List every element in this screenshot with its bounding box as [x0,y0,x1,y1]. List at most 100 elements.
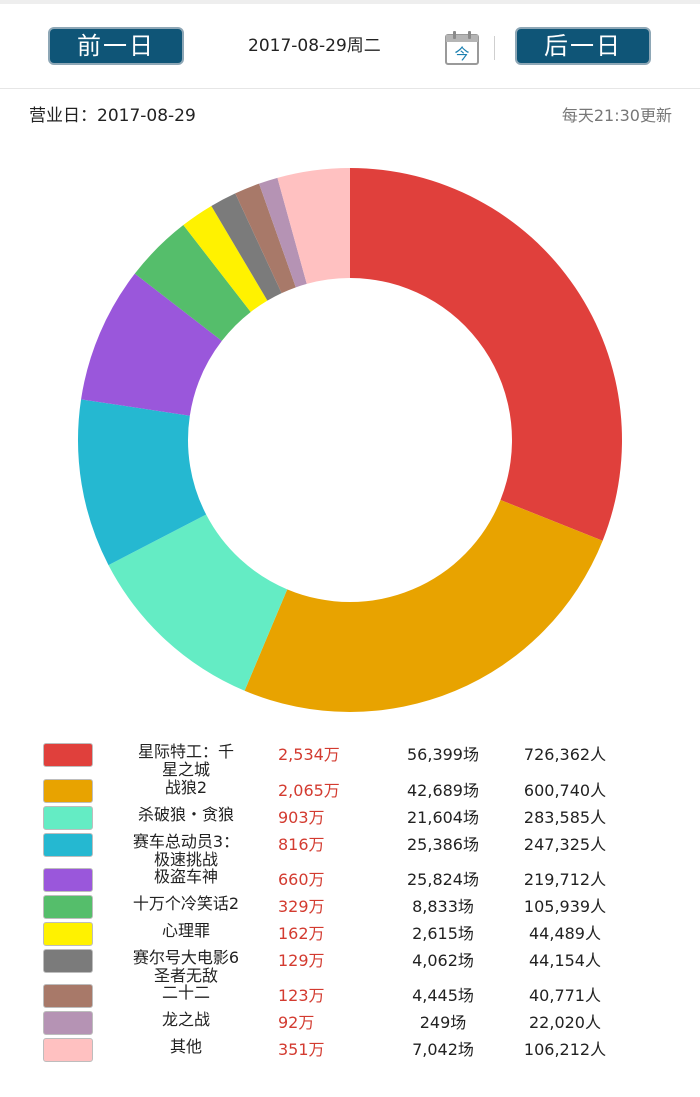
legend-film-name-line: 圣者无敌 [153,966,218,985]
legend-shows-value: 2,615场 [412,924,474,943]
legend-film-name-line: 极速挑战 [153,850,218,869]
donut-slice-2[interactable] [244,500,603,712]
legend-audience-value: 40,771人 [529,986,601,1005]
legend-box-office-value: 2,065万 [278,781,340,800]
legend-row[interactable]: 龙之战 92万 249场 22,020人 [0,1011,700,1039]
legend-film-name-line: 赛尔号大电影6 [132,948,240,967]
donut-slice-8[interactable] [211,193,282,301]
legend-film-name: 其他 [118,1038,254,1056]
legend-film-name: 星际特工：千 星之城 [118,743,254,779]
legend-film-name-line: 赛车总动员3： [132,832,240,851]
legend-color-swatch[interactable] [43,833,93,857]
donut-slice-4[interactable] [78,399,207,566]
legend-audience-value: 247,325人 [523,835,607,854]
legend-shows-value: 25,824场 [407,870,479,889]
legend-box-office-value: 129万 [278,951,325,970]
legend-audience-value: 106,212人 [523,1040,607,1059]
donut-slice-5[interactable] [81,273,222,416]
legend-color-swatch[interactable] [43,1011,93,1035]
legend-box-office-value: 92万 [278,1013,315,1032]
legend-row[interactable]: 心理罪 162万 2,615场 44,489人 [0,922,700,950]
previous-day-button[interactable]: 前一日 [48,27,184,65]
legend-color-swatch[interactable] [43,1038,93,1062]
legend-box-office-value: 123万 [278,986,325,1005]
legend-film-name-line: 星之城 [161,760,210,779]
legend-row[interactable]: 星际特工：千 星之城 2,534万 56,399场 726,362人 [0,743,700,779]
legend-color-swatch[interactable] [43,743,93,767]
donut-slice-11[interactable] [277,168,350,284]
legend-film-name: 杀破狼・贪狼 [118,806,254,824]
donut-slice-6[interactable] [134,225,251,341]
legend-shows-value: 56,399场 [407,745,479,764]
legend-color-swatch[interactable] [43,895,93,919]
date-navigation-bar: 前一日 2017-08-29周二 今 后一日 [0,4,700,89]
legend-film-name-line: 二十二 [161,983,210,1002]
update-time-note: 每天21:30更新 [561,106,672,125]
legend-film-name-line: 战狼2 [164,778,208,797]
legend-film-name: 二十二 [118,984,254,1002]
legend-film-name-line: 其他 [169,1037,202,1056]
legend-shows-value: 7,042场 [412,1040,474,1059]
legend-shows-value: 42,689场 [407,781,479,800]
legend-shows-value: 8,833场 [412,897,474,916]
legend-shows-value: 25,386场 [407,835,479,854]
legend-box-office-value: 816万 [278,835,325,854]
legend-row[interactable]: 其他 351万 7,042场 106,212人 [0,1038,700,1066]
legend-film-name: 十万个冷笑话2 [118,895,254,913]
legend-box-office-value: 351万 [278,1040,325,1059]
legend-film-name: 心理罪 [118,922,254,940]
legend-row[interactable]: 十万个冷笑话2 329万 8,833场 105,939人 [0,895,700,923]
legend-row[interactable]: 极盗车神 660万 25,824场 219,712人 [0,868,700,896]
legend-audience-value: 44,154人 [529,951,601,970]
legend-row[interactable]: 赛尔号大电影6 圣者无敌 129万 4,062场 44,154人 [0,949,700,985]
legend-film-name: 赛车总动员3： 极速挑战 [118,833,254,869]
legend-film-name: 极盗车神 [118,868,254,886]
header-divider [494,36,495,60]
legend-film-name: 战狼2 [118,779,254,797]
legend-row[interactable]: 赛车总动员3： 极速挑战 816万 25,386场 247,325人 [0,833,700,869]
legend-color-swatch[interactable] [43,806,93,830]
donut-slice-3[interactable] [108,514,288,691]
legend-film-name-line: 极盗车神 [153,867,218,886]
top-border [0,0,700,4]
box-office-donut-chart [78,168,622,712]
business-day-label: 营业日：2017-08-29 [29,106,196,126]
legend-film-name-line: 十万个冷笑话2 [132,894,240,913]
legend-film-name-line: 星际特工：千 [137,742,234,761]
legend-shows-value: 4,445场 [412,986,474,1005]
legend-audience-value: 283,585人 [523,808,607,827]
donut-slice-10[interactable] [259,177,307,288]
next-day-button[interactable]: 后一日 [515,27,651,65]
legend-color-swatch[interactable] [43,868,93,892]
donut-slice-9[interactable] [235,183,296,294]
legend-film-name: 龙之战 [118,1011,254,1029]
legend-audience-value: 22,020人 [529,1013,601,1032]
legend-film-name-line: 心理罪 [161,921,210,940]
legend-color-swatch[interactable] [43,984,93,1008]
current-date-label: 2017-08-29周二 [248,36,381,56]
legend-film-name-line: 龙之战 [161,1010,210,1029]
legend-row[interactable]: 二十二 123万 4,445场 40,771人 [0,984,700,1012]
legend-film-name: 赛尔号大电影6 圣者无敌 [118,949,254,985]
legend-audience-value: 219,712人 [523,870,607,889]
legend-box-office-value: 903万 [278,808,325,827]
calendar-icon[interactable]: 今 [444,30,480,66]
legend-box-office-value: 329万 [278,897,325,916]
donut-slice-7[interactable] [183,205,268,312]
legend-audience-value: 44,489人 [529,924,601,943]
legend-color-swatch[interactable] [43,922,93,946]
legend-shows-value: 249场 [419,1013,467,1032]
legend-row[interactable]: 杀破狼・贪狼 903万 21,604场 283,585人 [0,806,700,834]
donut-slice-1[interactable] [350,168,622,541]
calendar-today-char: 今 [454,45,469,63]
legend-shows-value: 4,062场 [412,951,474,970]
legend-color-swatch[interactable] [43,949,93,973]
legend-box-office-value: 2,534万 [278,745,340,764]
legend-shows-value: 21,604场 [407,808,479,827]
legend-audience-value: 105,939人 [523,897,607,916]
legend-color-swatch[interactable] [43,779,93,803]
legend-row[interactable]: 战狼2 2,065万 42,689场 600,740人 [0,779,700,807]
legend-audience-value: 600,740人 [523,781,607,800]
legend-box-office-value: 162万 [278,924,325,943]
legend-box-office-value: 660万 [278,870,325,889]
